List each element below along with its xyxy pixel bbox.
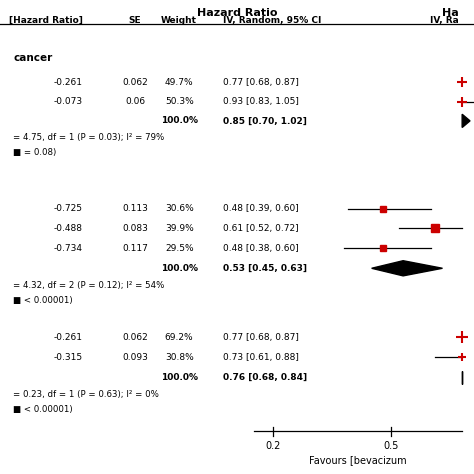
Text: 0.48 [0.38, 0.60]: 0.48 [0.38, 0.60] [223, 244, 299, 253]
Text: 0.093: 0.093 [122, 353, 148, 362]
Text: SE: SE [129, 16, 141, 25]
Text: 0.2: 0.2 [265, 441, 281, 451]
Polygon shape [372, 261, 442, 276]
Text: ■ < 0.00001): ■ < 0.00001) [13, 405, 73, 414]
Text: -0.073: -0.073 [54, 98, 83, 106]
Text: [Hazard Ratio]: [Hazard Ratio] [9, 16, 83, 25]
Text: 30.6%: 30.6% [165, 204, 193, 213]
Polygon shape [462, 114, 470, 128]
Text: 0.77 [0.68, 0.87]: 0.77 [0.68, 0.87] [223, 333, 299, 342]
Text: 30.8%: 30.8% [165, 353, 193, 362]
Text: -0.734: -0.734 [54, 244, 83, 253]
Text: 0.117: 0.117 [122, 244, 148, 253]
Text: 0.85 [0.70, 1.02]: 0.85 [0.70, 1.02] [223, 117, 307, 125]
Text: Favours [bevacizum: Favours [bevacizum [309, 455, 407, 465]
Text: 29.5%: 29.5% [165, 244, 193, 253]
Text: -0.488: -0.488 [54, 224, 83, 233]
Text: 0.113: 0.113 [122, 204, 148, 213]
Text: cancer: cancer [13, 53, 53, 63]
Text: 39.9%: 39.9% [165, 224, 193, 233]
Text: 0.062: 0.062 [122, 333, 148, 342]
Text: 0.53 [0.45, 0.63]: 0.53 [0.45, 0.63] [223, 264, 307, 273]
Text: 0.06: 0.06 [125, 98, 145, 106]
Text: 100.0%: 100.0% [161, 264, 198, 273]
Text: Weight: Weight [161, 16, 197, 25]
Text: 100.0%: 100.0% [161, 117, 198, 125]
Text: 0.73 [0.61, 0.88]: 0.73 [0.61, 0.88] [223, 353, 299, 362]
Text: 0.77 [0.68, 0.87]: 0.77 [0.68, 0.87] [223, 78, 299, 87]
Text: ■ < 0.00001): ■ < 0.00001) [13, 296, 73, 305]
Text: 50.3%: 50.3% [165, 98, 193, 106]
Text: -0.315: -0.315 [54, 353, 83, 362]
Text: -0.261: -0.261 [54, 78, 83, 87]
Text: IV, Random, 95% CI: IV, Random, 95% CI [223, 16, 321, 25]
Text: 49.7%: 49.7% [165, 78, 193, 87]
Text: 100.0%: 100.0% [161, 373, 198, 382]
Text: 0.062: 0.062 [122, 78, 148, 87]
Text: -0.261: -0.261 [54, 333, 83, 342]
Text: -0.725: -0.725 [54, 204, 83, 213]
Text: 69.2%: 69.2% [165, 333, 193, 342]
Text: 0.61 [0.52, 0.72]: 0.61 [0.52, 0.72] [223, 224, 299, 233]
Text: 0.76 [0.68, 0.84]: 0.76 [0.68, 0.84] [223, 373, 307, 382]
Text: 0.93 [0.83, 1.05]: 0.93 [0.83, 1.05] [223, 98, 299, 106]
Text: = 4.75, df = 1 (P = 0.03); I² = 79%: = 4.75, df = 1 (P = 0.03); I² = 79% [13, 133, 164, 142]
Text: = 4.32, df = 2 (P = 0.12); I² = 54%: = 4.32, df = 2 (P = 0.12); I² = 54% [13, 281, 164, 290]
Text: 0.48 [0.39, 0.60]: 0.48 [0.39, 0.60] [223, 204, 299, 213]
Text: IV, Ra: IV, Ra [430, 16, 459, 25]
Text: 0.5: 0.5 [383, 441, 399, 451]
Text: 0.083: 0.083 [122, 224, 148, 233]
Text: = 0.23, df = 1 (P = 0.63); I² = 0%: = 0.23, df = 1 (P = 0.63); I² = 0% [13, 390, 159, 399]
Text: Hazard Ratio: Hazard Ratio [197, 8, 277, 18]
Text: ■ = 0.08): ■ = 0.08) [13, 148, 56, 157]
Text: Ha: Ha [442, 8, 459, 18]
